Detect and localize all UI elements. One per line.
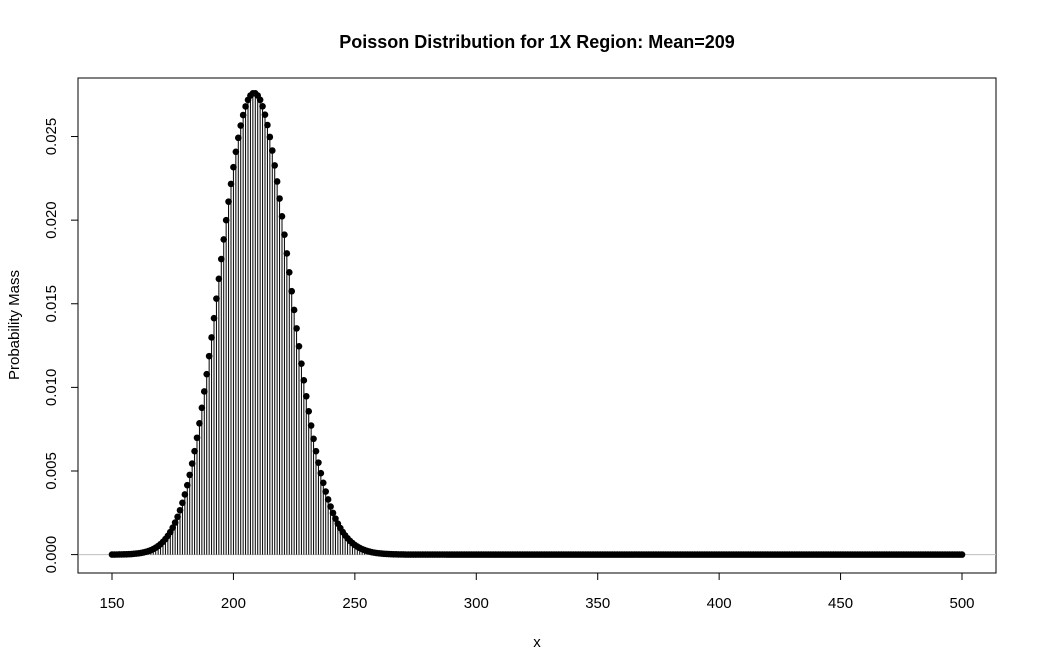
stem-lines (111, 93, 470, 555)
data-point (293, 325, 300, 332)
data-point (312, 447, 320, 455)
data-point (285, 269, 293, 276)
data-points (108, 90, 966, 558)
y-tick-label: 0.025 (43, 118, 60, 156)
data-point (217, 255, 225, 263)
x-tick-label: 150 (99, 595, 124, 612)
data-point (222, 216, 230, 224)
data-point (300, 377, 308, 384)
data-point (225, 198, 232, 205)
data-point (203, 370, 211, 378)
data-point (332, 515, 339, 522)
data-point (181, 491, 189, 498)
data-point (188, 460, 196, 467)
x-axis-label: x (533, 634, 541, 651)
y-tick-label: 0.015 (43, 285, 60, 323)
x-tick-label: 350 (585, 595, 610, 612)
data-point (215, 275, 223, 283)
data-point (176, 506, 184, 514)
data-point (205, 352, 213, 360)
data-point (322, 488, 330, 495)
data-point (174, 513, 181, 521)
data-point (169, 524, 177, 531)
y-tick-label: 0.005 (43, 452, 60, 490)
data-point (232, 148, 240, 156)
x-tick-label: 250 (342, 595, 367, 612)
data-point (230, 163, 237, 171)
x-axis: 150 200 250 300 350 400 450 500 (99, 572, 975, 612)
data-point (266, 133, 274, 141)
data-point (276, 195, 283, 202)
data-point (319, 479, 327, 487)
y-tick-label: 0.010 (43, 369, 60, 407)
x-tick-label: 500 (949, 595, 974, 612)
data-point (261, 111, 269, 119)
data-point (256, 96, 264, 104)
data-point (210, 314, 218, 322)
data-point (329, 509, 337, 517)
plot-frame (77, 77, 997, 574)
data-point (179, 499, 186, 507)
data-point (327, 503, 334, 510)
y-axis-label: Probability Mass (6, 270, 23, 380)
data-point (220, 236, 228, 243)
data-point (273, 178, 281, 185)
data-point (196, 419, 203, 427)
data-point (958, 551, 966, 558)
data-point (193, 434, 201, 442)
x-tick-label: 400 (707, 595, 732, 612)
y-axis: 0.000 0.005 0.010 0.015 0.020 0.025 (43, 118, 79, 574)
data-point (271, 162, 279, 169)
data-point (295, 343, 303, 350)
data-point (302, 392, 310, 400)
data-point (208, 334, 215, 341)
data-point (237, 122, 245, 129)
y-tick-label: 0.020 (43, 201, 60, 239)
data-point (242, 103, 249, 110)
y-tick-label: 0.000 (43, 536, 60, 574)
data-point (227, 180, 235, 188)
data-point (268, 147, 276, 154)
data-point (264, 121, 271, 129)
data-point (239, 111, 247, 119)
data-point (288, 287, 296, 295)
data-point (191, 447, 198, 455)
data-point (171, 519, 179, 526)
data-point (317, 469, 325, 477)
data-point (283, 250, 291, 257)
data-point (305, 408, 313, 415)
data-point (183, 481, 191, 489)
data-point (213, 295, 220, 302)
data-point (278, 213, 286, 220)
x-tick-label: 200 (221, 595, 246, 612)
data-point (315, 459, 322, 466)
data-point (186, 471, 194, 479)
data-point (198, 404, 206, 412)
data-point (234, 134, 242, 142)
data-point (307, 422, 315, 429)
data-point (259, 102, 266, 110)
data-point (290, 306, 298, 314)
chart-title: Poisson Distribution for 1X Region: Mean… (339, 32, 735, 52)
x-tick-label: 450 (828, 595, 853, 612)
data-point (298, 360, 305, 367)
data-point (281, 231, 288, 238)
x-tick-label: 300 (464, 595, 489, 612)
data-point (200, 388, 208, 395)
data-point (310, 435, 317, 443)
data-point (324, 496, 332, 503)
